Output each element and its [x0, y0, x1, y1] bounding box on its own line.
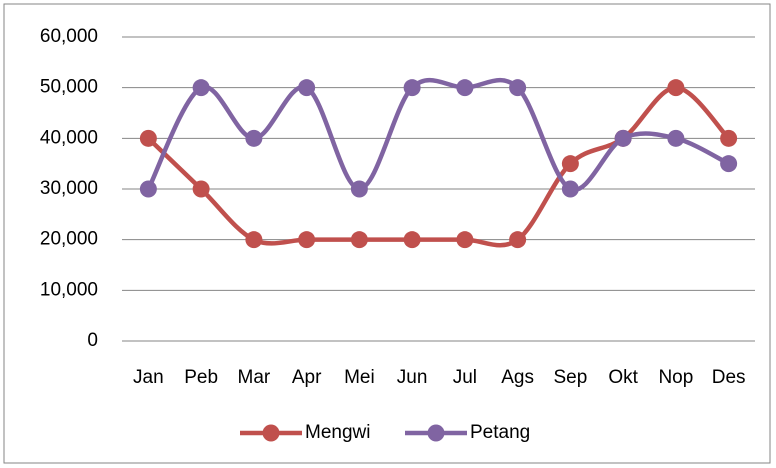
point-marker	[509, 231, 527, 249]
y-tick-label: 50,000	[40, 77, 98, 98]
legend-label: Mengwi	[305, 422, 370, 443]
y-tick-label: 10,000	[40, 279, 98, 300]
point-marker	[561, 155, 579, 173]
point-marker	[298, 231, 316, 249]
x-tick-label: Nop	[658, 367, 693, 388]
x-tick-label: Jan	[133, 367, 164, 388]
point-marker	[456, 79, 474, 97]
point-marker	[350, 180, 368, 198]
legend-marker	[262, 424, 280, 442]
point-marker	[403, 79, 421, 97]
point-marker	[139, 129, 157, 147]
point-marker	[139, 180, 157, 198]
x-tick-label: Ags	[501, 367, 534, 388]
point-marker	[350, 231, 368, 249]
point-marker	[456, 231, 474, 249]
point-marker	[298, 79, 316, 97]
point-marker	[245, 231, 263, 249]
x-tick-label: Peb	[184, 367, 218, 388]
point-marker	[561, 180, 579, 198]
y-tick-label: 0	[87, 330, 98, 351]
series-line	[146, 85, 731, 248]
x-tick-label: Sep	[553, 367, 587, 388]
point-marker	[720, 129, 738, 147]
y-tick-label: 30,000	[40, 178, 98, 199]
point-marker	[192, 180, 210, 198]
x-tick-label: Jul	[453, 367, 477, 388]
point-marker	[192, 79, 210, 97]
x-tick-label: Apr	[292, 367, 322, 388]
y-tick-label: 60,000	[40, 26, 98, 47]
point-marker	[403, 231, 421, 249]
chart-frame	[3, 3, 771, 464]
point-marker	[509, 79, 527, 97]
legend-marker	[427, 424, 445, 442]
x-tick-label: Mar	[238, 367, 271, 388]
x-tick-label: Des	[712, 367, 746, 388]
x-tick-label: Okt	[608, 367, 638, 388]
x-tick-label: Jun	[397, 367, 428, 388]
y-tick-label: 40,000	[40, 127, 98, 148]
legend-label: Petang	[470, 422, 530, 443]
point-marker	[720, 155, 738, 173]
y-tick-label: 20,000	[40, 229, 98, 250]
point-marker	[614, 129, 632, 147]
point-marker	[667, 79, 685, 97]
x-tick-label: Mei	[344, 367, 375, 388]
point-marker	[245, 129, 263, 147]
point-marker	[667, 129, 685, 147]
